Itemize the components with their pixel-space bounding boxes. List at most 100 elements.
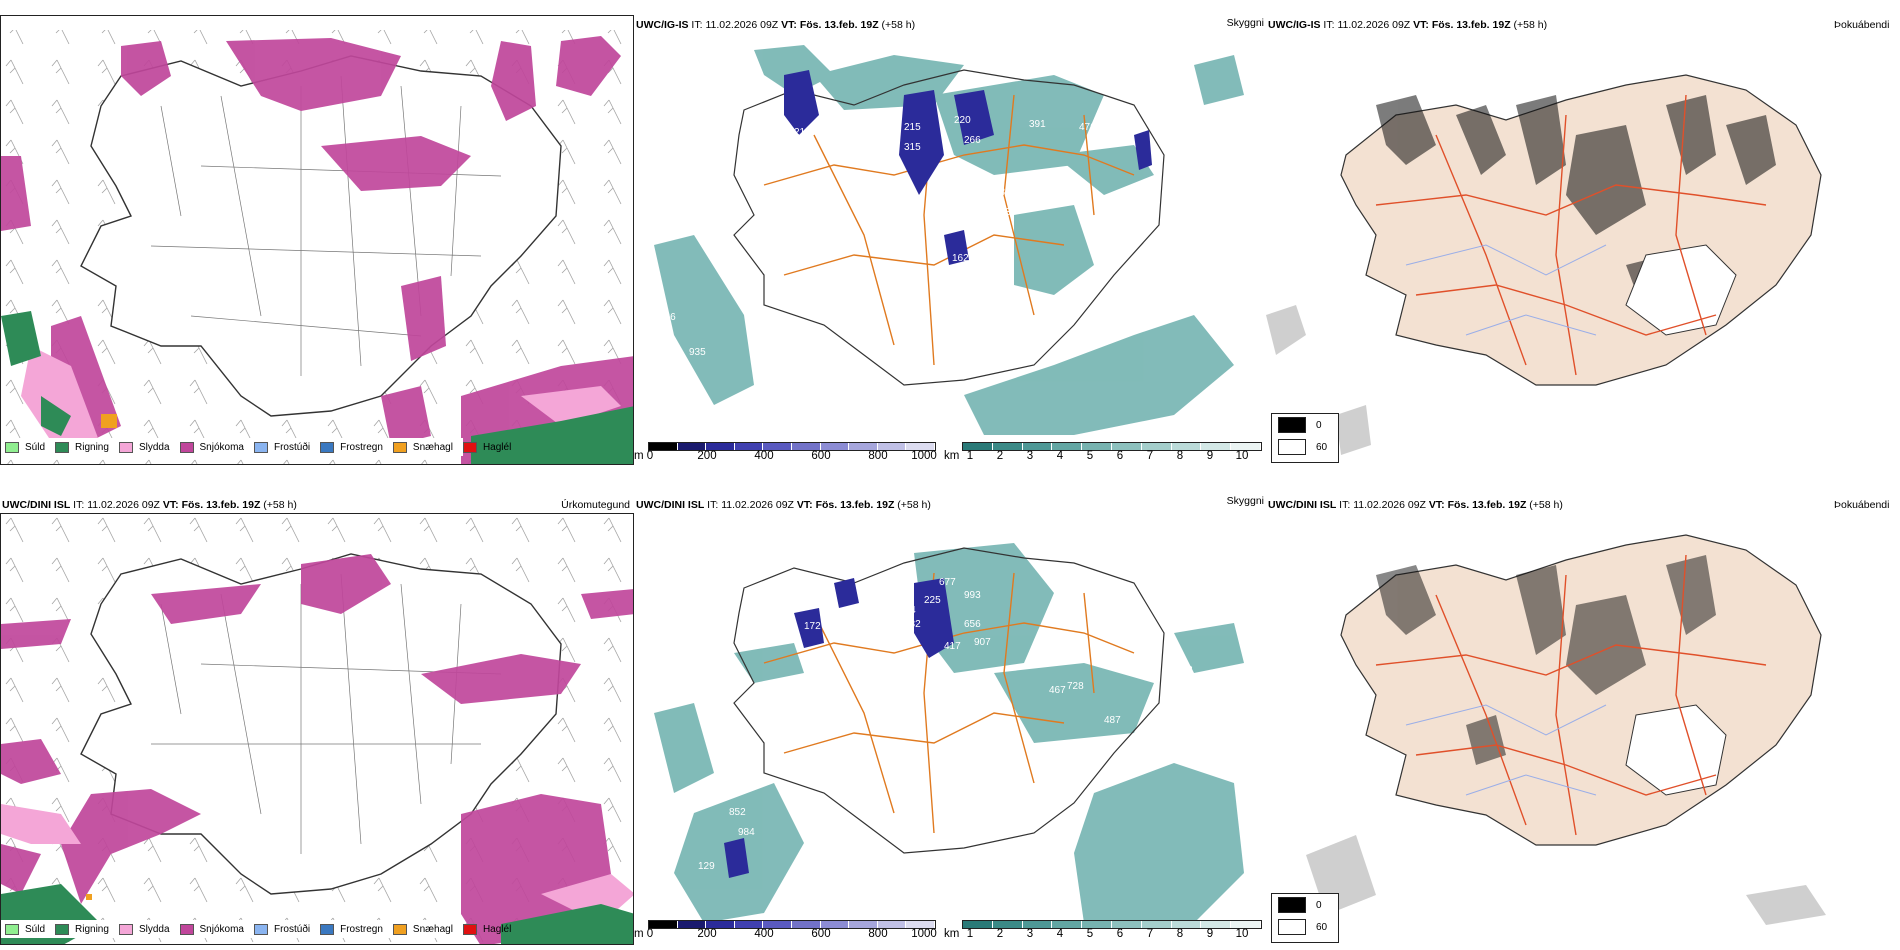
legend-item: Súld — [5, 441, 45, 453]
visibility-scale-top: km 1 2 3 4 5 6 7 8 9 10 — [944, 440, 1262, 465]
legend-item: Haglél — [462, 923, 511, 935]
height-scale-bottom: m 0 200 400 600 800 1000 — [634, 918, 937, 944]
fog-key-bottom: 0 60 — [1271, 893, 1339, 943]
precip-map-frame — [0, 513, 634, 945]
visibility-tick: 5 — [1086, 928, 1094, 940]
iceland-outline — [733, 69, 1165, 386]
precip-legend: Súld Rigning Slydda Snjókoma Frostúði Fr… — [1, 438, 511, 456]
legend-swatch — [253, 441, 268, 453]
visibility-unit: km — [944, 450, 960, 462]
svg-text:182: 182 — [904, 619, 921, 630]
precip-map — [1, 30, 633, 464]
height-scale-bar — [648, 442, 936, 451]
legend-swatch — [55, 441, 70, 453]
legend-item: Frostregn — [320, 441, 383, 453]
legend-swatch — [118, 441, 133, 453]
legend-item: Snæhagl — [392, 923, 453, 935]
height-tick: 400 — [754, 450, 774, 462]
cloud-labels: 440 172 158 334 677 993 225 182 656 907 … — [664, 577, 1193, 872]
legend-swatch — [179, 441, 194, 453]
iceland-outline — [733, 547, 1165, 854]
svg-text:158: 158 — [896, 589, 913, 600]
precip-legend: Súld Rigning Slydda Snjókoma Frostúði Fr… — [1, 920, 511, 938]
legend-swatch — [320, 923, 335, 935]
svg-text:118: 118 — [1199, 422, 1215, 433]
height-tick: 0 — [646, 928, 654, 940]
legend-item: Slydda — [118, 923, 170, 935]
legend-swatch — [179, 923, 194, 935]
svg-text:728: 728 — [1067, 681, 1084, 692]
svg-text:440: 440 — [779, 605, 796, 616]
visibility-tick: 9 — [1206, 450, 1214, 462]
visibility-scale-bar — [962, 442, 1262, 451]
panel-name-cloud: Skyggni — [1226, 17, 1264, 29]
visibility-tick: 10 — [1235, 450, 1249, 462]
fog-panel-top: UWC/IG-IS IT: 11.02.2026 09Z VT: Fös. 13… — [1266, 15, 1900, 465]
legend-swatch — [55, 923, 70, 935]
svg-text:984: 984 — [738, 827, 755, 838]
svg-text:677: 677 — [939, 577, 956, 588]
visibility-scale-bottom: km 1 2 3 4 5 6 7 8 9 10 — [944, 918, 1262, 944]
svg-text:467: 467 — [1049, 685, 1066, 696]
height-tick: 600 — [811, 450, 831, 462]
panel-name-precip: Úrkomutegund — [561, 499, 630, 511]
legend-item: Frostregn — [320, 923, 383, 935]
visibility-tick: 7 — [1146, 928, 1154, 940]
fog-key-row: 60 — [1272, 436, 1338, 458]
fog-key-row: 60 — [1272, 916, 1338, 938]
legend-swatch — [253, 923, 268, 935]
visibility-tick: 8 — [1176, 928, 1184, 940]
visibility-tick: 10 — [1235, 928, 1249, 940]
height-tick: 800 — [868, 450, 888, 462]
legend-item: Snjókoma — [179, 923, 244, 935]
svg-text:266: 266 — [964, 135, 981, 146]
visibility-tick: 8 — [1176, 450, 1184, 462]
fog-key-swatch — [1278, 439, 1306, 455]
panel-title: UWC/DINI ISL IT: 11.02.2026 09Z VT: Fös.… — [2, 499, 297, 511]
fog-map — [1306, 534, 1826, 925]
cloud-labels: 175 213 215 220 266 315 391 476 384 313 … — [659, 89, 1215, 433]
fog-key-swatch — [1278, 919, 1306, 935]
svg-text:175: 175 — [754, 89, 771, 100]
height-tick: 200 — [697, 450, 717, 462]
visibility-tick: 6 — [1116, 928, 1124, 940]
legend-swatch — [462, 923, 477, 935]
fog-map — [1266, 74, 1822, 455]
height-scale-bar — [648, 920, 936, 929]
fog-key-row: 0 — [1272, 414, 1338, 436]
svg-text:852: 852 — [729, 807, 746, 818]
precip-panel-top: UWC/IG-IS IT: 11.02.2026 09Z VT: Fös. 13… — [0, 15, 634, 465]
svg-text:656: 656 — [964, 619, 981, 630]
fog-key-row: 0 — [1272, 894, 1338, 916]
legend-swatch — [462, 441, 477, 453]
legend-item: Frostúði — [253, 923, 310, 935]
height-scale-top: m 0 200 400 600 800 1000 — [634, 440, 937, 465]
precip-map-frame — [0, 15, 634, 465]
svg-text:227: 227 — [942, 721, 959, 732]
panel-title: UWC/IG-IS IT: 11.02.2026 09Z VT: Fös. 13… — [636, 19, 916, 31]
visibility-tick: 9 — [1206, 928, 1214, 940]
precip-map — [1, 514, 633, 944]
fog-panel-bottom: UWC/DINI ISL IT: 11.02.2026 09Z VT: Fös.… — [1266, 495, 1900, 945]
cloud-panel-bottom: UWC/DINI ISL IT: 11.02.2026 09Z VT: Fös.… — [634, 495, 1266, 945]
iceland-outline — [80, 553, 562, 895]
visibility-unit: km — [944, 928, 960, 940]
precip-panel-bottom: UWC/DINI ISL IT: 11.02.2026 09Z VT: Fös.… — [0, 495, 634, 945]
svg-text:476: 476 — [1079, 122, 1096, 133]
legend-item: Haglél — [462, 441, 511, 453]
visibility-tick: 5 — [1086, 450, 1094, 462]
legend-swatch — [392, 923, 407, 935]
visibility-tick: 1 — [966, 928, 974, 940]
panel-title: UWC/IG-IS IT: 11.02.2026 09Z VT: Fös. 13… — [1268, 19, 1548, 31]
svg-text:391: 391 — [1029, 119, 1046, 130]
visibility-tick: 3 — [1026, 450, 1034, 462]
svg-text:384: 384 — [994, 187, 1011, 198]
fog-key-top: 0 60 — [1271, 413, 1339, 463]
legend-swatch — [320, 441, 335, 453]
height-tick: 200 — [697, 928, 717, 940]
svg-text:963: 963 — [1176, 665, 1193, 676]
visibility-tick: 3 — [1026, 928, 1034, 940]
svg-text:935: 935 — [689, 347, 706, 358]
legend-item: Snjókoma — [179, 441, 244, 453]
svg-text:215: 215 — [904, 122, 921, 133]
